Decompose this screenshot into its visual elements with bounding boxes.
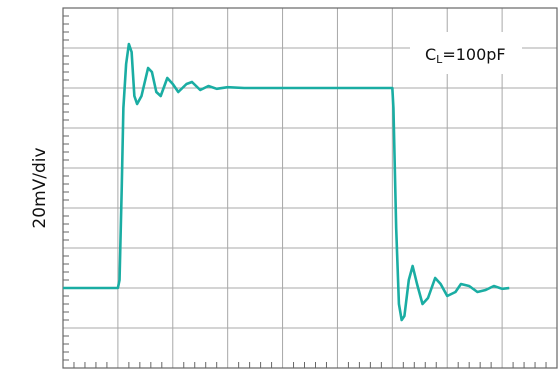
annotation-main: C	[425, 45, 436, 64]
annotation: CL=100pF	[425, 45, 506, 67]
trace	[63, 42, 510, 322]
annotation-box	[410, 32, 522, 74]
annotation-rest: =100pF	[442, 45, 505, 64]
plot-frame	[62, 7, 558, 369]
y-axis-label: 20mV/div	[30, 147, 50, 228]
annotation-subscript: L	[436, 53, 443, 66]
